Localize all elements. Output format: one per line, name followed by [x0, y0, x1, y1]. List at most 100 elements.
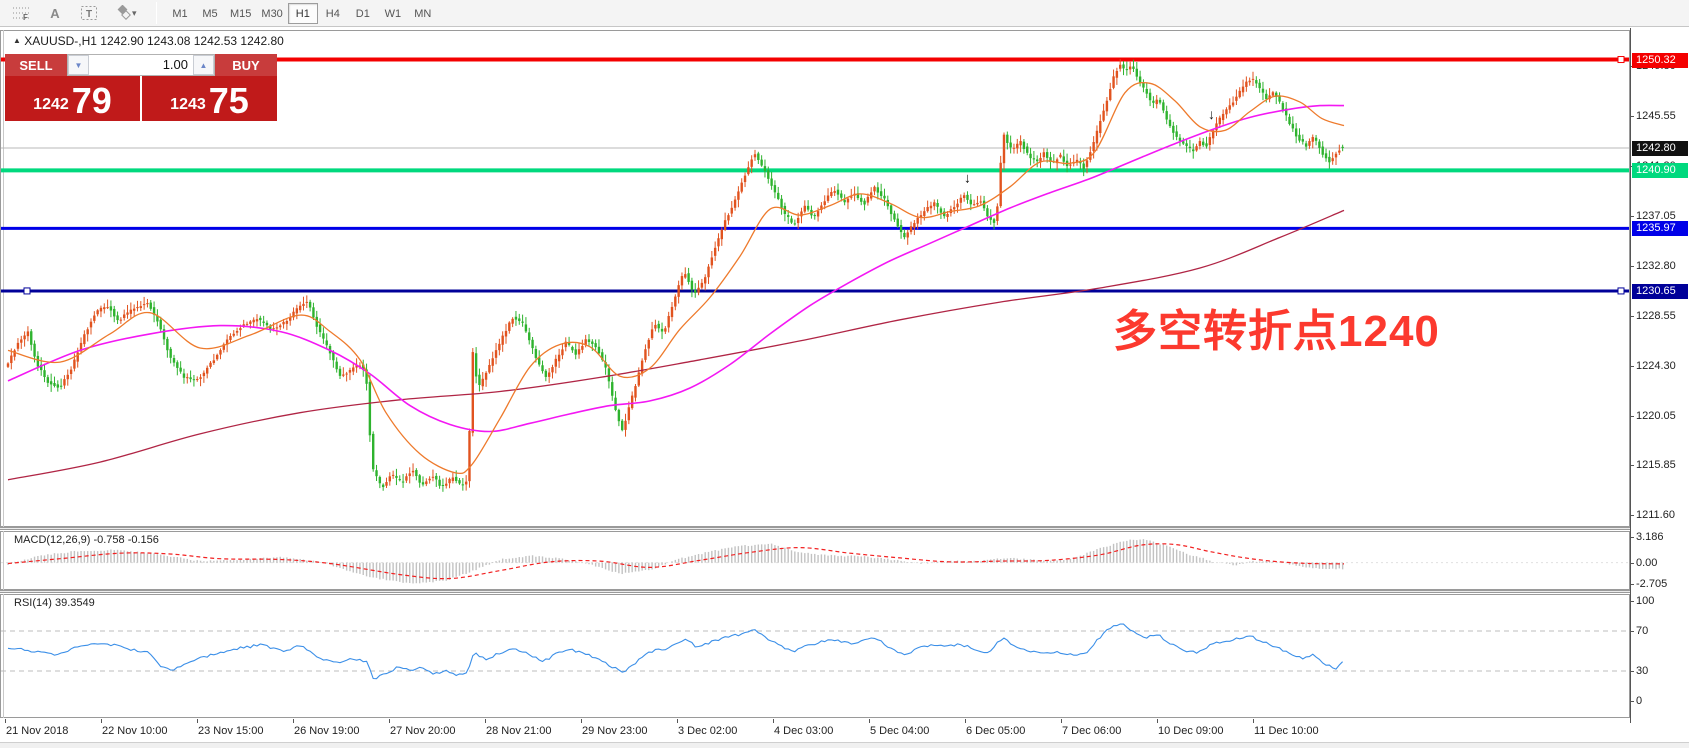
price-tickmark	[1630, 365, 1634, 367]
time-tickmark	[389, 719, 390, 723]
ma-fast[interactable]	[7, 81, 1345, 475]
chart-ohlc-header: ▲ XAUUSD-,H1 1242.90 1243.08 1242.53 124…	[13, 34, 284, 48]
volume-spinbox: ▼ 1.00 ▲	[67, 54, 215, 76]
time-tick-label: 26 Nov 19:00	[294, 725, 360, 737]
macd-plot[interactable]	[0, 531, 1630, 590]
rsi-tickmark	[1630, 671, 1634, 672]
fibonacci-icon[interactable]: F	[8, 2, 34, 24]
macd-tick-label: 3.186	[1636, 531, 1664, 544]
toolbar-separator	[156, 2, 157, 24]
price-tick-label: 1220.05	[1636, 409, 1676, 422]
panel-separator[interactable]	[0, 527, 1630, 530]
time-tick-label: 10 Dec 09:00	[1158, 725, 1224, 737]
down-arrow-object[interactable]: ↓	[964, 169, 971, 185]
time-tickmark	[581, 719, 582, 723]
timeframe-m5[interactable]: M5	[202, 7, 218, 20]
timeframe-w1[interactable]: W1	[384, 7, 402, 20]
sell-button[interactable]: SELL	[5, 54, 67, 76]
timeframe-buttons: M1 M5 M15 M30 H1 H4 D1 W1 MN	[165, 2, 438, 24]
time-tick-label: 27 Nov 20:00	[390, 725, 456, 737]
price-tickmark	[1630, 415, 1634, 417]
price-tick-label: 1237.05	[1636, 209, 1676, 222]
up-triangle-icon: ▲	[13, 36, 21, 45]
panel-separator[interactable]	[0, 590, 1630, 593]
time-tick-label: 28 Nov 21:00	[486, 725, 552, 737]
chart-window[interactable]: ▲ XAUUSD-,H1 1242.90 1243.08 1242.53 124…	[0, 28, 1689, 742]
timeframe-m1[interactable]: M1	[172, 7, 188, 20]
price-tickmark	[1630, 465, 1634, 467]
volume-increase-button[interactable]: ▲	[193, 55, 214, 75]
time-tick-label: 11 Dec 10:00	[1254, 725, 1319, 737]
timeframe-mn[interactable]: MN	[414, 7, 432, 20]
down-arrow-object[interactable]: ↓	[1208, 106, 1215, 122]
macd-label: MACD(12,26,9) -0.758 -0.156	[14, 534, 159, 546]
shapes-icon[interactable]	[110, 2, 136, 24]
rsi-tickmark	[1630, 601, 1634, 602]
chevron-down-icon[interactable]: ▾	[132, 7, 137, 18]
macd-tick-label: 0.00	[1636, 556, 1658, 569]
macd-signal-line	[7, 543, 1345, 580]
volume-input[interactable]: 1.00	[162, 57, 188, 72]
sell-price-pips: 79	[71, 80, 112, 121]
time-tickmark	[293, 719, 294, 723]
price-tick-label: 1211.60	[1636, 509, 1675, 522]
price-axis	[1630, 28, 1631, 723]
time-tickmark	[965, 719, 966, 723]
time-tickmark	[197, 719, 198, 723]
rsi-plot[interactable]	[0, 594, 1630, 718]
time-tick-label: 5 Dec 04:00	[870, 725, 930, 737]
price-tick-label: 1228.55	[1636, 309, 1676, 322]
label-icon[interactable]: T	[76, 2, 102, 24]
price-badge-1240.9: 1240.90	[1632, 163, 1688, 179]
sell-price-button[interactable]: 1242 79	[5, 76, 140, 121]
svg-text:T: T	[86, 9, 92, 20]
buy-price-button[interactable]: 1243 75	[142, 76, 277, 121]
price-badge-1250.32: 1250.32	[1632, 52, 1688, 68]
support-line-2[interactable]	[1, 287, 1629, 295]
time-tickmark	[1157, 719, 1158, 723]
time-tick-label: 6 Dec 05:00	[966, 725, 1026, 737]
price-tickmark	[1630, 515, 1634, 517]
timeframe-h4[interactable]: H4	[325, 7, 340, 20]
time-tickmark	[5, 719, 6, 723]
timeframe-m30[interactable]: M30	[261, 7, 283, 20]
time-tickmark	[869, 719, 870, 723]
time-tickmark	[1253, 719, 1254, 723]
status-strip	[0, 742, 1689, 748]
time-tick-label: 22 Nov 10:00	[102, 725, 168, 737]
chart-text-annotation[interactable]: 多空转折点1240	[1113, 307, 1440, 356]
buy-price-integer: 1243	[170, 96, 206, 113]
price-tickmark	[1630, 215, 1634, 217]
macd-tick-label: -2.705	[1636, 578, 1668, 591]
timeframe-d1[interactable]: D1	[355, 7, 370, 20]
time-tick-label: 7 Dec 06:00	[1062, 725, 1122, 737]
price-tick-label: 1215.85	[1636, 459, 1676, 472]
price-tickmark	[1630, 115, 1634, 117]
sell-price-integer: 1242	[33, 96, 69, 113]
chart-ohlc-values: 1242.90 1243.08 1242.53 1242.80	[100, 34, 284, 48]
time-axis: 21 Nov 2018 22 Nov 10:00 23 Nov 15:00 26 No…	[0, 719, 1630, 742]
volume-decrease-button[interactable]: ▼	[68, 55, 89, 75]
price-badge-1230.65: 1230.65	[1632, 283, 1688, 299]
buy-price-pips: 75	[208, 80, 249, 121]
rsi-tick-label: 0	[1636, 695, 1643, 707]
timeframe-h1[interactable]: H1	[287, 2, 318, 24]
time-tick-label: 23 Nov 15:00	[198, 725, 264, 737]
macd-tickmark	[1630, 537, 1634, 539]
text-icon[interactable]: A	[50, 5, 60, 21]
time-tickmark	[773, 719, 774, 723]
rsi-line	[7, 623, 1343, 680]
ma-slow[interactable]	[7, 209, 1345, 481]
rsi-tick-label: 70	[1636, 625, 1649, 637]
current-price-badge: 1242.80	[1632, 141, 1688, 156]
timeframe-m15[interactable]: M15	[230, 7, 252, 20]
chart-symbol: XAUUSD-,H1	[24, 34, 97, 48]
svg-text:F: F	[23, 13, 28, 21]
time-tickmark	[677, 719, 678, 723]
time-tick-label: 4 Dec 03:00	[774, 725, 834, 737]
buy-button[interactable]: BUY	[215, 54, 277, 76]
rsi-label: RSI(14) 39.3549	[14, 597, 95, 609]
price-tickmark	[1630, 315, 1634, 317]
ma-mid[interactable]	[7, 104, 1345, 433]
